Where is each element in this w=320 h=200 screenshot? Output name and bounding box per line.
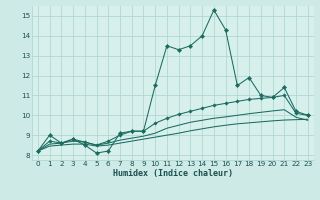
X-axis label: Humidex (Indice chaleur): Humidex (Indice chaleur) — [113, 169, 233, 178]
